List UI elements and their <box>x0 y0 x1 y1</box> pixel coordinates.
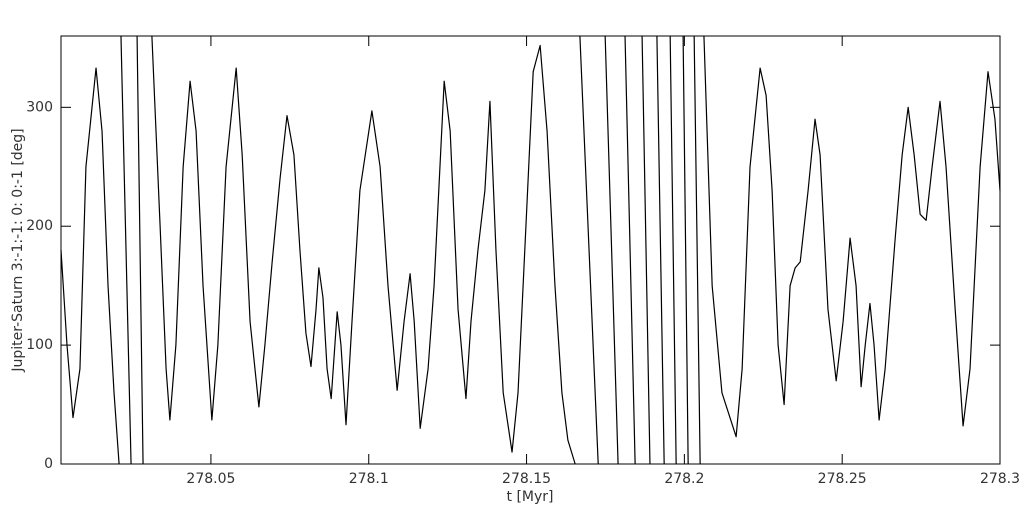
data-line <box>60 35 1001 465</box>
x-tick-label: 278.2 <box>664 471 704 487</box>
x-axis-label: t [Myr] <box>507 489 554 505</box>
y-tick-label: 200 <box>26 218 53 234</box>
x-tick-label: 278.3 <box>980 471 1020 487</box>
x-tick-label: 278.15 <box>502 471 551 487</box>
y-axis-label: Jupiter-Saturn 3:-1:-1: 0: 0:-1 [deg] <box>10 128 26 372</box>
y-tick-label: 300 <box>26 99 53 115</box>
x-tick-label: 278.1 <box>349 471 389 487</box>
x-tick-label: 278.25 <box>818 471 867 487</box>
y-tick-label: 0 <box>44 456 53 472</box>
y-tick-label: 100 <box>26 337 53 353</box>
x-tick-label: 278.05 <box>186 471 235 487</box>
